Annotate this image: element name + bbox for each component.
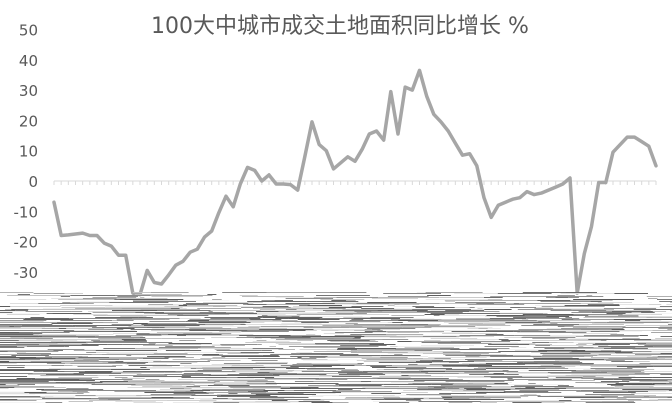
- y-tick-label: 0: [28, 173, 38, 191]
- y-tick-label: -20: [14, 234, 39, 252]
- chart-title: 100大中城市成交土地面积同比增长 %: [151, 14, 529, 39]
- series-line: [52, 68, 658, 297]
- y-tick-label: 30: [19, 82, 38, 100]
- y-tick-label: 50: [19, 22, 38, 40]
- y-tick-label: -10: [14, 203, 39, 221]
- y-tick-label: -30: [14, 264, 39, 282]
- y-axis-tick-labels: 50 40 30 20 10 0 -10 -20 -30: [14, 22, 39, 282]
- series-layer: [52, 68, 658, 297]
- y-tick-label: 40: [19, 52, 38, 70]
- y-tick-label: 10: [19, 143, 38, 161]
- y-tick-label: 20: [19, 112, 38, 130]
- scan-noise-band: [0, 292, 672, 403]
